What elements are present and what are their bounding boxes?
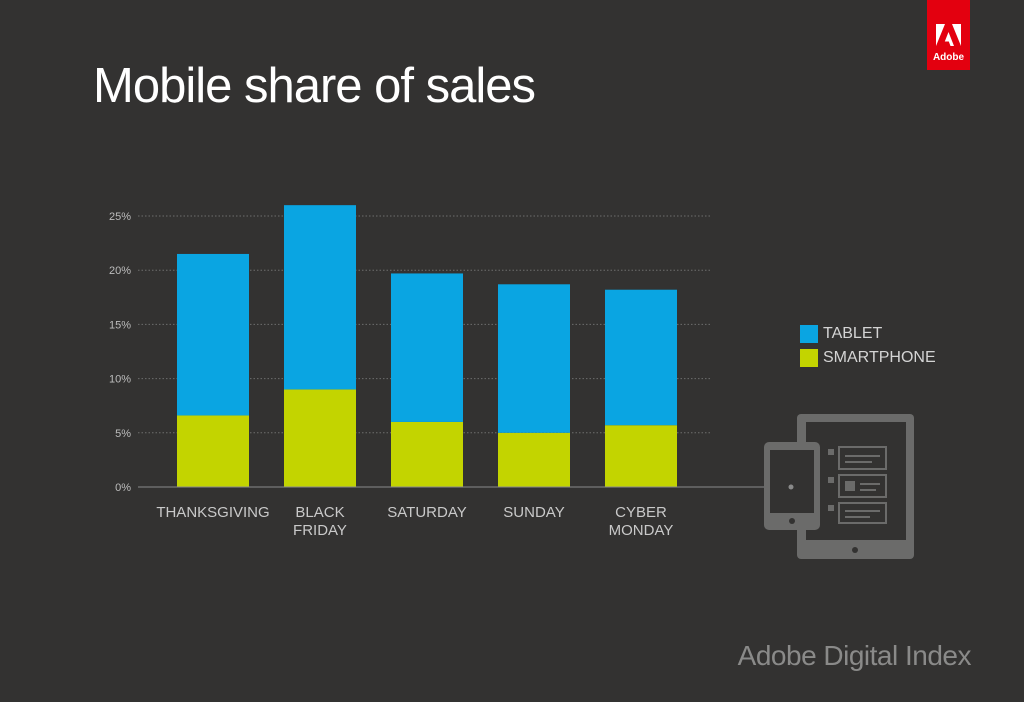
x-tick-label: FRIDAY (293, 522, 347, 539)
y-tick-label: 0% (115, 482, 131, 494)
adobe-a-icon (936, 24, 961, 46)
footer-brand: Adobe Digital Index (737, 640, 972, 671)
legend-label-tablet: TABLET (823, 325, 883, 342)
x-tick-label: MONDAY (609, 522, 674, 539)
y-tick-label: 10% (109, 374, 131, 386)
bar-smartphone (605, 425, 677, 487)
chart-legend: TABLET SMARTPHONE (800, 322, 936, 370)
y-tick-label: 5% (115, 428, 131, 440)
tablet-swatch (800, 325, 818, 343)
legend-item-smartphone: SMARTPHONE (800, 346, 936, 370)
legend-label-smartphone: SMARTPHONE (823, 349, 936, 366)
bar-tablet (391, 273, 463, 422)
devices-icon (138, 414, 914, 559)
x-tick-label: SUNDAY (503, 504, 564, 521)
bar-tablet (498, 284, 570, 433)
y-tick-label: 20% (109, 265, 131, 277)
bar-smartphone (498, 432, 570, 487)
x-tick-label: BLACK (295, 504, 344, 521)
legend-item-tablet: TABLET (800, 322, 936, 346)
bar-tablet (177, 253, 249, 416)
x-tick-label: SATURDAY (387, 504, 466, 521)
logo-wordmark: Adobe (932, 52, 965, 63)
bar-smartphone (284, 389, 356, 487)
smartphone-swatch (800, 349, 818, 367)
x-tick-label: CYBER (615, 504, 667, 521)
y-tick-label: 25% (109, 211, 131, 223)
bar-smartphone (177, 415, 249, 487)
bar-tablet (284, 205, 356, 390)
bar-smartphone (391, 421, 463, 487)
adobe-logo: Adobe (927, 0, 970, 70)
y-tick-label: 15% (109, 319, 131, 331)
chart-title: Mobile share of sales (93, 59, 536, 113)
bar-tablet (605, 289, 677, 426)
x-tick-label: THANKSGIVING (156, 504, 269, 521)
